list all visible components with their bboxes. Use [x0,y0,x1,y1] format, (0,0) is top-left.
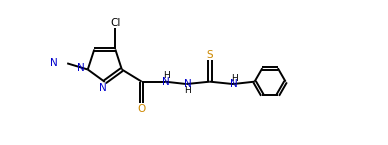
Text: N: N [162,77,170,87]
Text: N: N [50,58,58,68]
Text: H: H [184,86,191,95]
Text: N: N [184,79,192,89]
Text: S: S [206,50,213,60]
Text: N: N [77,63,85,73]
Text: H: H [163,71,170,80]
Text: N: N [99,84,107,93]
Text: H: H [231,74,237,83]
Text: Cl: Cl [110,18,121,28]
Text: O: O [138,104,146,114]
Text: N: N [230,79,238,89]
